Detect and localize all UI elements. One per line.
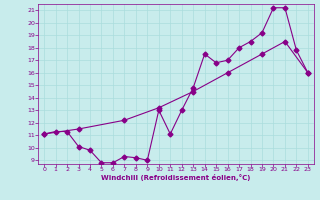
X-axis label: Windchill (Refroidissement éolien,°C): Windchill (Refroidissement éolien,°C) bbox=[101, 174, 251, 181]
